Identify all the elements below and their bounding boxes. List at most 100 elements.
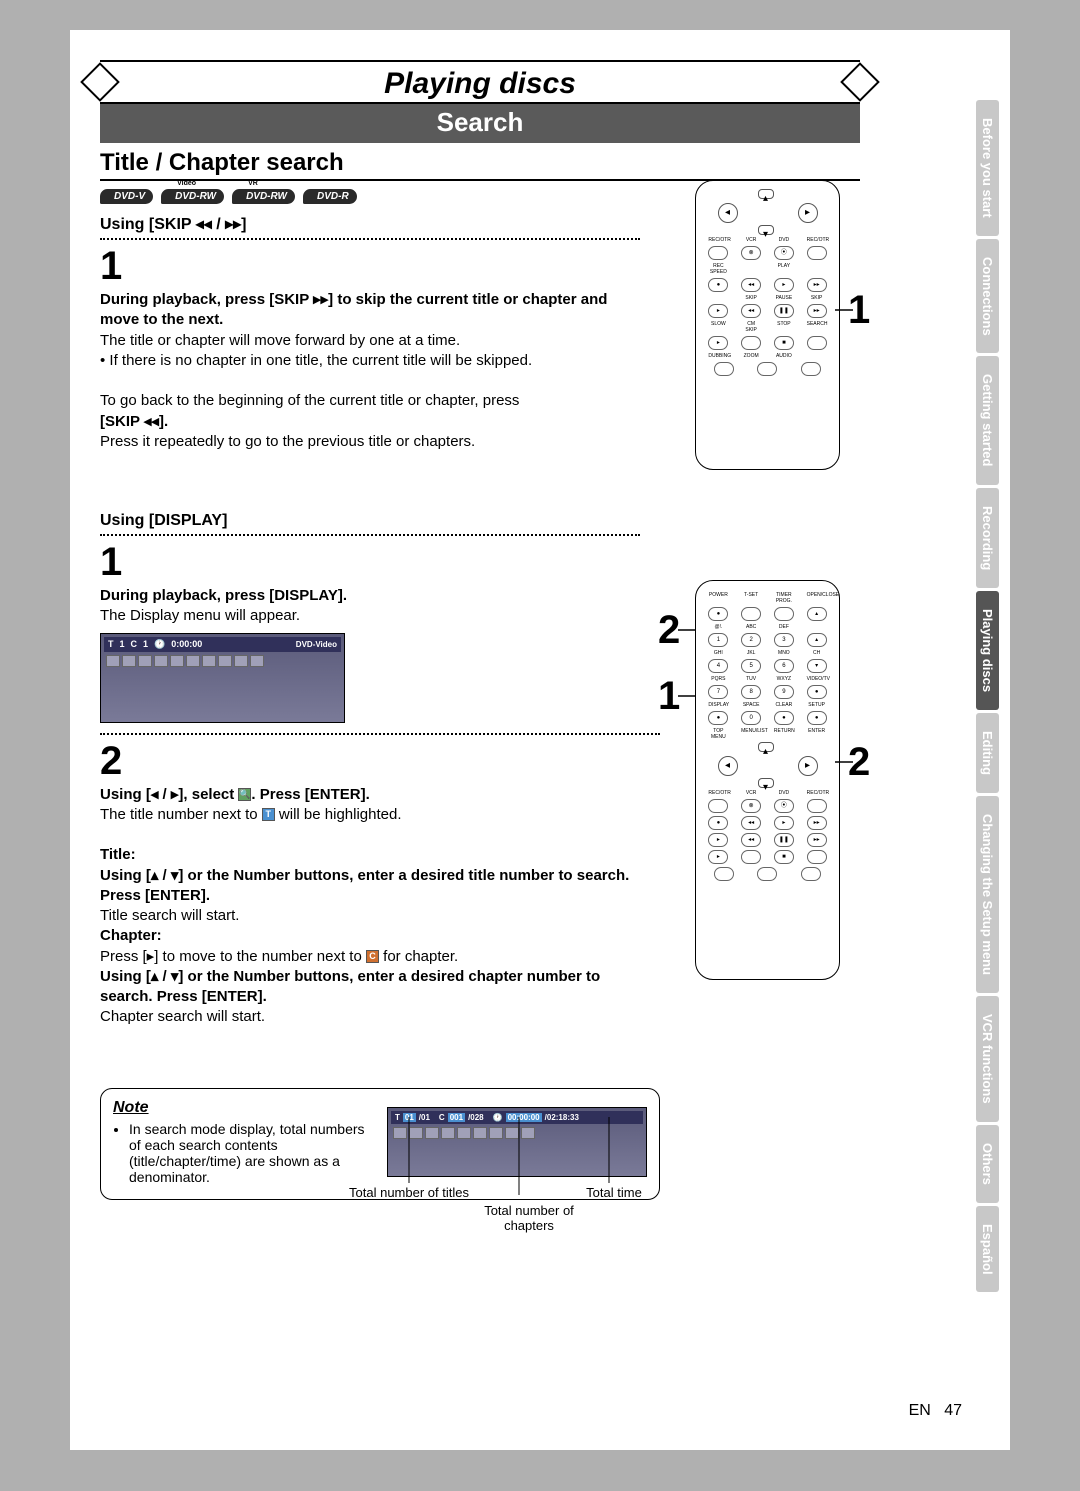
remote-button: ▸ bbox=[708, 304, 728, 318]
remote-btn-row: ▸◂◂❚❚▸▸ bbox=[702, 304, 833, 318]
footer-page: 47 bbox=[944, 1402, 962, 1419]
osd-icon bbox=[234, 655, 248, 667]
osd-icon bbox=[122, 655, 136, 667]
number-button: 3 bbox=[774, 633, 794, 647]
manual-page: Playing discs Search Title / Chapter sea… bbox=[70, 30, 1010, 1450]
skip-step1-bold: During playback, press [SKIP ▸▸] to skip… bbox=[100, 291, 607, 328]
remote-button: ◂◂ bbox=[741, 833, 761, 847]
pause-button: ❚❚ bbox=[774, 304, 794, 318]
disc-icon-dvdr: DVD-R bbox=[303, 189, 357, 204]
section-tabs: Before you startConnectionsGetting start… bbox=[976, 100, 1004, 1295]
remote-btn-row bbox=[702, 362, 833, 376]
number-button: 0 bbox=[741, 711, 761, 725]
remote-btn-row: ▸■ bbox=[702, 336, 833, 350]
number-button: 7 bbox=[708, 685, 728, 699]
number-button: 8 bbox=[741, 685, 761, 699]
osd-t-val: 1 bbox=[120, 639, 125, 649]
remote-button: ⊗ bbox=[741, 799, 761, 813]
osd-time: 0:00:00 bbox=[171, 639, 202, 649]
remote-btn-row bbox=[702, 867, 833, 881]
remote-button bbox=[714, 867, 734, 881]
remote-label-row: SKIPPAUSESKIP bbox=[702, 295, 833, 301]
right-arrow-icon: ▸ bbox=[798, 756, 818, 776]
osd-icon bbox=[138, 655, 152, 667]
chapter-line1b: for chapter. bbox=[379, 948, 458, 965]
skip-step1-line1: The title or chapter will move forward b… bbox=[100, 332, 460, 349]
remote-btn-row: ▸■ bbox=[702, 850, 833, 864]
remote-button: ▸ bbox=[708, 833, 728, 847]
remote-btn-row: 123▴ bbox=[702, 633, 833, 647]
remote-button: ▸▸ bbox=[807, 304, 827, 318]
remote-button bbox=[741, 850, 761, 864]
chapter-chip-icon: C bbox=[366, 950, 379, 963]
section-tab: Playing discs bbox=[976, 591, 999, 710]
remote-button: ▸ bbox=[774, 816, 794, 830]
number-button: 9 bbox=[774, 685, 794, 699]
number-button: 2 bbox=[741, 633, 761, 647]
remote-label-row: POWERT-SETTIMER PROG.OPEN/CLOSE bbox=[702, 592, 833, 604]
display-step1-num: 1 bbox=[100, 542, 860, 582]
remote-button bbox=[807, 850, 827, 864]
chapter-line1a: Press [▸] to move to the number next to bbox=[100, 948, 366, 965]
remote-label-row: DISPLAYSPACECLEARSETUP bbox=[702, 702, 833, 708]
remote-btn-row: ●◂◂▸▸▸ bbox=[702, 816, 833, 830]
osd-icon bbox=[170, 655, 184, 667]
remote-btn-row: 456▾ bbox=[702, 659, 833, 673]
section-tab: Editing bbox=[976, 713, 999, 793]
disc-icon-dvdv: DVD-V bbox=[100, 189, 153, 204]
note-bullet: In search mode display, total numbers of… bbox=[129, 1121, 379, 1185]
callout-line-icon bbox=[678, 686, 698, 706]
skip-step1-line3: Press it repeatedly to go to the previou… bbox=[100, 433, 475, 450]
stop-button: ■ bbox=[774, 336, 794, 350]
divider bbox=[100, 238, 640, 240]
remote-button: ● bbox=[708, 816, 728, 830]
osd-icon bbox=[218, 655, 232, 667]
eject-button: ▴ bbox=[807, 607, 827, 621]
remote-label-row: DUBBINGZOOMAUDIO bbox=[702, 353, 833, 359]
remote-btn-row: ▸ ◂◂ ❚❚ ▸▸ bbox=[702, 833, 833, 847]
skip-step1-para2: To go back to the beginning of the curre… bbox=[100, 392, 519, 409]
section-tab: Español bbox=[976, 1206, 999, 1293]
page-footer: EN 47 bbox=[909, 1402, 962, 1420]
title-bold: Using [▴ / ▾] or the Number buttons, ent… bbox=[100, 867, 629, 904]
callout-line-icon bbox=[835, 752, 855, 772]
chapter-label: Chapter: bbox=[100, 927, 162, 944]
sub-title: Search bbox=[437, 107, 524, 137]
up-arrow-icon: ▴ bbox=[758, 189, 774, 199]
chapter-line2: Chapter search will start. bbox=[100, 1008, 265, 1025]
title-label: Title: bbox=[100, 846, 136, 863]
section-tab: Changing the Setup menu bbox=[976, 796, 999, 993]
step2-line1a: Using [◂ / ▸], select bbox=[100, 786, 238, 803]
callout-1-mid: 1 bbox=[658, 674, 680, 719]
title-line: Title search will start. bbox=[100, 907, 239, 924]
callout-line-icon bbox=[678, 620, 698, 640]
skip-step1-body: During playback, press [SKIP ▸▸] to skip… bbox=[100, 290, 640, 452]
number-pad: @!.ABCDEF123▴GHIJKLMNOCH456▾PQRSTUVWXYZV… bbox=[702, 624, 833, 740]
section-heading: Title / Chapter search bbox=[100, 149, 860, 181]
content-column: Playing discs Search Title / Chapter sea… bbox=[100, 60, 860, 1200]
using-display-heading: Using [DISPLAY] bbox=[100, 512, 860, 530]
clock-icon: 🕐 bbox=[154, 639, 165, 650]
remote-button bbox=[801, 362, 821, 376]
remote-button: ▸▸ bbox=[807, 833, 827, 847]
callout-lines-icon bbox=[359, 1105, 659, 1195]
osd-icon bbox=[186, 655, 200, 667]
remote-button bbox=[741, 607, 761, 621]
remote-button: ● bbox=[708, 278, 728, 292]
remote-button: ❚❚ bbox=[774, 833, 794, 847]
up-arrow-icon: ▴ bbox=[758, 742, 774, 752]
display-step1-bold: During playback, press [DISPLAY]. bbox=[100, 587, 347, 604]
osd-display-1: T 1 C 1 🕐 0:00:00 DVD-Video bbox=[100, 633, 345, 723]
remote-button bbox=[757, 362, 777, 376]
disc-icon-dvdrw-video: VideoDVD-RW bbox=[161, 189, 224, 204]
remote-button bbox=[708, 799, 728, 813]
osd-icon bbox=[154, 655, 168, 667]
step2-line1b: . Press [ENTER]. bbox=[251, 786, 369, 803]
step2-line2a: The title number next to bbox=[100, 806, 262, 823]
divider bbox=[100, 733, 660, 735]
remote-button: ◂◂ bbox=[741, 816, 761, 830]
number-button: ● bbox=[807, 711, 827, 725]
number-button: ▴ bbox=[807, 633, 827, 647]
divider bbox=[100, 534, 640, 536]
down-arrow-icon: ▾ bbox=[758, 778, 774, 788]
